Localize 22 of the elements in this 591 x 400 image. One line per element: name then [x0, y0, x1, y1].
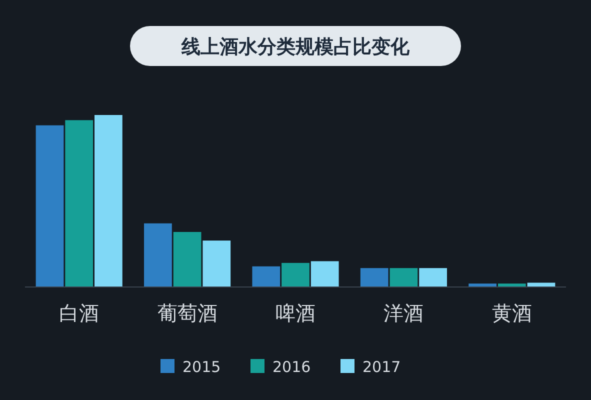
- bar: [282, 262, 310, 287]
- bar: [252, 266, 280, 287]
- bar: [173, 232, 202, 287]
- bar: [36, 125, 64, 287]
- x-tick-label: 黄酒: [492, 301, 532, 325]
- bar: [419, 268, 447, 287]
- x-tick-label: 啤酒: [276, 301, 316, 325]
- bar: [527, 282, 556, 287]
- x-tick-label: 洋酒: [384, 301, 424, 325]
- bar: [360, 268, 388, 287]
- bar: [144, 223, 172, 287]
- x-tick-label: 白酒: [59, 301, 100, 325]
- legend-label: 2016: [272, 358, 311, 376]
- legend-label: 2017: [362, 358, 401, 376]
- chart-title: 线上酒水分类规模占比变化: [180, 36, 410, 58]
- x-tick-label: 葡萄酒: [157, 301, 218, 325]
- bar: [390, 268, 418, 287]
- bar: [202, 240, 231, 287]
- bar: [94, 115, 122, 287]
- bar: [65, 120, 94, 287]
- legend-label: 2015: [182, 358, 221, 376]
- bar: [310, 261, 339, 287]
